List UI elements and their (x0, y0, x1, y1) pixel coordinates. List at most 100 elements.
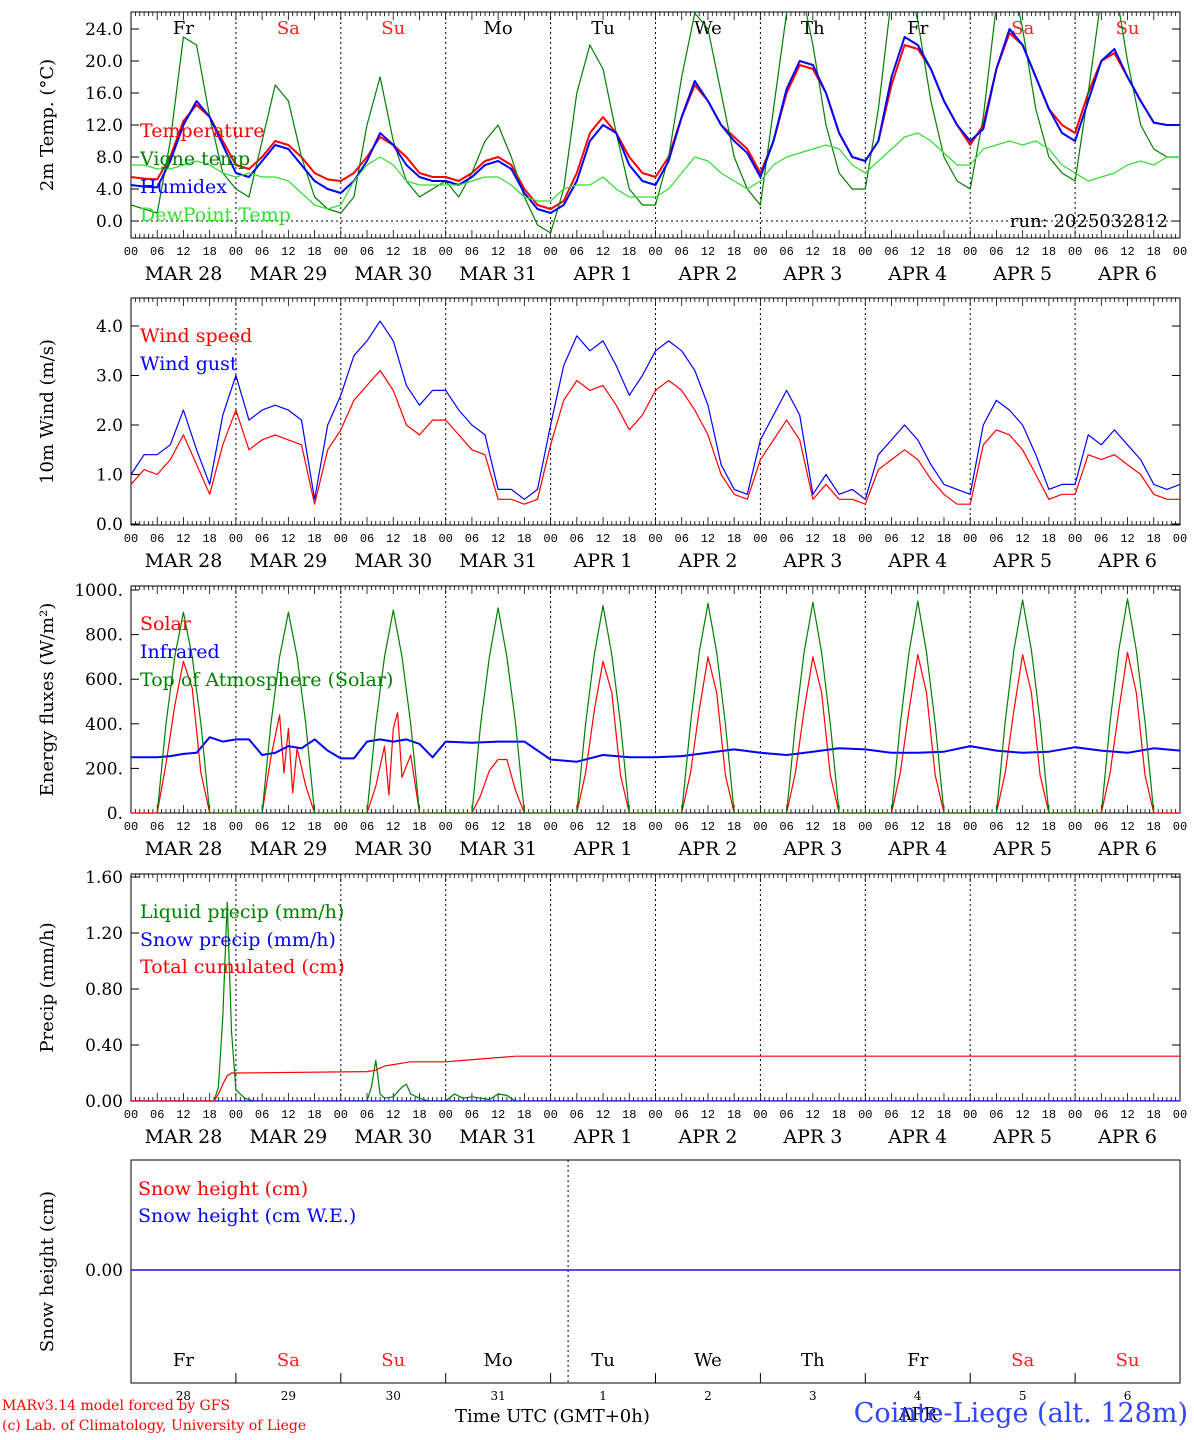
hour-tick-label: 06 (675, 532, 689, 546)
y-tick-label: 20.0 (85, 52, 123, 72)
series-group (131, 598, 1180, 813)
date-label: APR 5 (992, 838, 1052, 860)
date-label: MAR 31 (459, 263, 537, 285)
date-label: APR 6 (1097, 1126, 1157, 1148)
legend-entry: Snow height (cm W.E.) (138, 1205, 356, 1227)
date-label: APR 4 (887, 263, 947, 285)
day-name-label: Th (801, 1350, 825, 1371)
y-tick-label: 4.0 (96, 180, 123, 200)
hour-tick-label: 00 (858, 1108, 872, 1122)
hour-tick-label: 06 (989, 245, 1003, 259)
y-tick-label: 0.0 (96, 515, 123, 535)
y-tick-label: 2.0 (96, 416, 123, 436)
hour-tick-label: 00 (1068, 820, 1082, 834)
y-tick-label: 4.0 (96, 317, 123, 337)
date-label: MAR 31 (459, 1126, 537, 1148)
hour-tick-label: 18 (412, 532, 426, 546)
hour-tick-label: 06 (570, 1108, 584, 1122)
hour-tick-label: 00 (543, 820, 557, 834)
hour-tick-label: 00 (753, 245, 767, 259)
hour-tick-label: 00 (229, 532, 243, 546)
copyright-credit: (c) Lab. of Climatology, University of L… (2, 1418, 307, 1434)
legend-entry: Top of Atmosphere (Solar) (140, 669, 393, 691)
day-name-label: Fr (173, 1350, 194, 1371)
date-label: MAR 28 (145, 550, 223, 572)
date-label: APR 3 (782, 550, 842, 572)
hour-tick-label: 06 (675, 820, 689, 834)
hour-tick-label: 00 (963, 532, 977, 546)
date-label: APR 2 (677, 838, 737, 860)
hour-tick-label: 12 (596, 820, 610, 834)
hour-tick-label: 18 (622, 820, 636, 834)
day-number-label: 3 (809, 1389, 817, 1403)
day-name-label: Sa (1011, 1350, 1034, 1371)
hour-tick-label: 06 (989, 1108, 1003, 1122)
hour-tick-label: 12 (281, 1108, 295, 1122)
hour-tick-label: 12 (176, 245, 190, 259)
hour-tick-label: 12 (386, 245, 400, 259)
hour-tick-label: 12 (596, 1108, 610, 1122)
y-tick-label: 0.00 (85, 1092, 123, 1112)
hour-tick-label: 18 (937, 532, 951, 546)
hour-tick-label: 00 (753, 1108, 767, 1122)
hour-tick-label: 18 (307, 532, 321, 546)
hour-tick-label: 12 (806, 1108, 820, 1122)
series-line-red (131, 369, 1180, 505)
hour-tick-label: 00 (963, 245, 977, 259)
y-tick-label: 1000. (74, 581, 123, 601)
hour-tick-label: 00 (648, 532, 662, 546)
date-label: MAR 28 (145, 1126, 223, 1148)
day-name-label: Su (1116, 1350, 1140, 1371)
date-label: APR 2 (677, 1126, 737, 1148)
plot-frame (130, 585, 1181, 814)
y-tick-label: 0. (107, 804, 123, 824)
series-line-blue (131, 736, 1180, 763)
hour-tick-label: 18 (622, 1108, 636, 1122)
hour-tick-label: 18 (307, 820, 321, 834)
hour-tick-label: 12 (1120, 245, 1134, 259)
date-label: APR 5 (992, 1126, 1052, 1148)
date-label: APR 1 (573, 838, 633, 860)
day-number-label: 1 (599, 1389, 607, 1403)
hour-tick-label: 18 (1042, 532, 1056, 546)
time-axis-title: Time UTC (GMT+0h) (455, 1406, 650, 1427)
hour-tick-label: 12 (491, 532, 505, 546)
hour-tick-label: 06 (779, 820, 793, 834)
hour-tick-label: 18 (202, 820, 216, 834)
hour-tick-label: 06 (570, 532, 584, 546)
date-label: APR 3 (782, 263, 842, 285)
hour-tick-label: 18 (937, 1108, 951, 1122)
y-tick-label: 400. (85, 715, 123, 735)
hour-tick-label: 12 (806, 820, 820, 834)
legend-entry: Temperature (140, 120, 264, 142)
hour-tick-label: 18 (727, 245, 741, 259)
hour-tick-label: 06 (465, 532, 479, 546)
hour-tick-label: 18 (937, 820, 951, 834)
hour-tick-label: 06 (360, 1108, 374, 1122)
legend-entry: Vigne temp (139, 148, 250, 170)
hour-tick-label: 12 (701, 532, 715, 546)
day-name-label: Su (1116, 18, 1140, 39)
hour-tick-label: 18 (412, 820, 426, 834)
hour-tick-label: 18 (412, 245, 426, 259)
y-tick-label: 1.60 (85, 868, 123, 888)
hour-tick-label: 06 (1094, 245, 1108, 259)
hour-tick-label: 18 (937, 245, 951, 259)
date-label: MAR 30 (354, 550, 432, 572)
hour-tick-label: 00 (648, 1108, 662, 1122)
date-label: APR 5 (992, 550, 1052, 572)
y-tick-label: 3.0 (96, 367, 123, 387)
date-label: APR 5 (992, 263, 1052, 285)
hour-tick-label: 18 (727, 820, 741, 834)
hour-tick-label: 12 (806, 245, 820, 259)
hour-tick-label: 00 (963, 820, 977, 834)
station-label: Cointe-Liege (alt. 128m) (853, 1398, 1188, 1429)
hour-tick-label: 12 (491, 820, 505, 834)
hour-tick-label: 06 (779, 245, 793, 259)
legend-entry: Wind speed (140, 325, 252, 347)
hour-tick-label: 06 (150, 1108, 164, 1122)
hour-tick-label: 12 (1120, 820, 1134, 834)
hour-tick-label: 06 (779, 1108, 793, 1122)
hour-tick-label: 18 (517, 245, 531, 259)
